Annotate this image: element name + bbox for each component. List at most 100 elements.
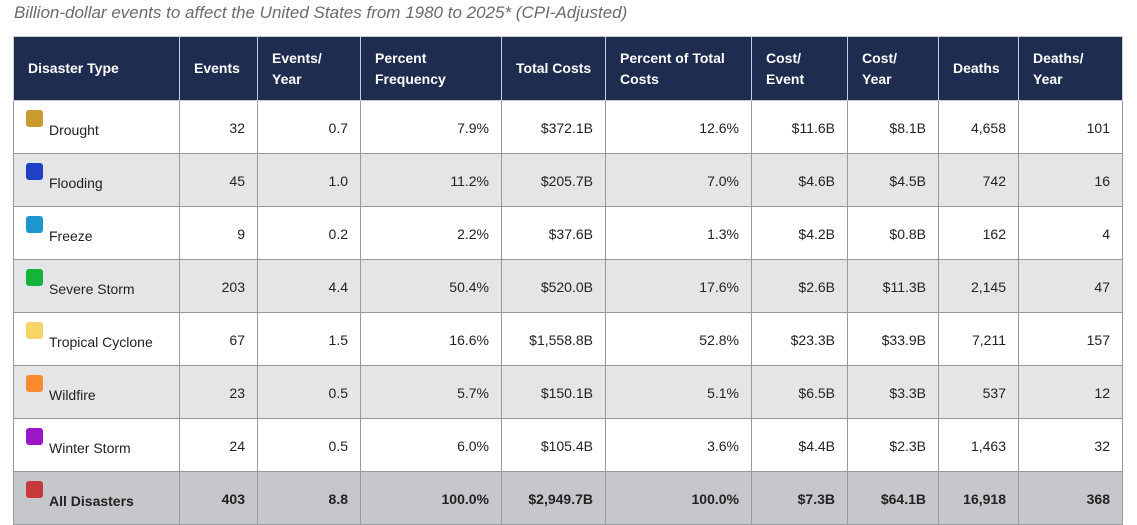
percent-frequency-cell: 100.0% [360, 471, 502, 525]
disaster-type-cell: Winter Storm [13, 418, 180, 472]
percent-total-costs-cell: 1.3% [605, 206, 752, 260]
total-row: All Disasters 403 8.8 100.0% $2,949.7B 100.0%… [13, 471, 1123, 525]
cost-per-event-cell: $2.6B [751, 259, 848, 313]
table-row: Winter Storm 24 0.5 6.0% $105.4B 3.6% $4.4B $2.… [13, 418, 1123, 472]
total-costs-cell: $2,949.7B [501, 471, 606, 525]
deaths-per-year-cell: 368 [1018, 471, 1123, 525]
deaths-per-year-cell: 4 [1018, 206, 1123, 260]
disaster-type-cell: Freeze [13, 206, 180, 260]
deaths-per-year-cell: 157 [1018, 312, 1123, 366]
percent-total-costs-cell: 17.6% [605, 259, 752, 313]
events-cell: 23 [179, 365, 258, 419]
drought-color-swatch [26, 110, 43, 127]
total-costs-cell: $105.4B [501, 418, 606, 472]
disaster-type-label: Severe Storm [49, 281, 135, 297]
disaster-type-cell: Drought [13, 100, 180, 154]
percent-frequency-cell: 6.0% [360, 418, 502, 472]
all-disasters-color-swatch [26, 481, 43, 498]
percent-frequency-cell: 11.2% [360, 153, 502, 207]
disaster-type-label: All Disasters [49, 493, 134, 509]
events-per-year-cell: 1.5 [257, 312, 361, 366]
header-disaster-type: Disaster Type [13, 36, 180, 101]
disaster-type-label: Tropical Cyclone [49, 334, 153, 350]
percent-total-costs-cell: 7.0% [605, 153, 752, 207]
cost-per-year-cell: $3.3B [847, 365, 939, 419]
events-cell: 24 [179, 418, 258, 472]
disaster-type-label: Flooding [49, 175, 103, 191]
events-per-year-cell: 1.0 [257, 153, 361, 207]
table-header: Disaster Type Events Events/ Year Percen… [13, 36, 1123, 101]
table-row: Flooding 45 1.0 11.2% $205.7B 7.0% $4.6B $4.5B 7… [13, 153, 1123, 207]
deaths-cell: 742 [938, 153, 1019, 207]
deaths-per-year-cell: 47 [1018, 259, 1123, 313]
table-caption: Billion-dollar events to affect the Unit… [14, 3, 628, 22]
table-row: Drought 32 0.7 7.9% $372.1B 12.6% $11.6B $8.1B 4… [13, 100, 1123, 154]
total-costs-cell: $372.1B [501, 100, 606, 154]
deaths-cell: 537 [938, 365, 1019, 419]
disaster-type-label: Winter Storm [49, 440, 131, 456]
disaster-type-cell: All Disasters [13, 471, 180, 525]
cost-per-year-cell: $11.3B [847, 259, 939, 313]
deaths-per-year-cell: 32 [1018, 418, 1123, 472]
cost-per-year-cell: $0.8B [847, 206, 939, 260]
percent-total-costs-cell: 5.1% [605, 365, 752, 419]
deaths-cell: 162 [938, 206, 1019, 260]
percent-total-costs-cell: 3.6% [605, 418, 752, 472]
cost-per-event-cell: $11.6B [751, 100, 848, 154]
events-per-year-cell: 0.5 [257, 418, 361, 472]
events-cell: 67 [179, 312, 258, 366]
winter-storm-color-swatch [26, 428, 43, 445]
total-costs-cell: $1,558.8B [501, 312, 606, 366]
header-deaths: Deaths [938, 36, 1019, 101]
disaster-type-label: Wildfire [49, 387, 96, 403]
total-costs-cell: $520.0B [501, 259, 606, 313]
events-cell: 32 [179, 100, 258, 154]
percent-frequency-cell: 2.2% [360, 206, 502, 260]
cost-per-year-cell: $4.5B [847, 153, 939, 207]
cost-per-year-cell: $8.1B [847, 100, 939, 154]
disaster-type-label: Freeze [49, 228, 93, 244]
deaths-cell: 16,918 [938, 471, 1019, 525]
cost-per-year-cell: $33.9B [847, 312, 939, 366]
header-cost-per-event: Cost/ Event [751, 36, 848, 101]
percent-frequency-cell: 7.9% [360, 100, 502, 154]
table-body: Drought 32 0.7 7.9% $372.1B 12.6% $11.6B $8.1B 4… [13, 100, 1123, 525]
disaster-type-cell: Tropical Cyclone [13, 312, 180, 366]
deaths-cell: 1,463 [938, 418, 1019, 472]
cost-per-event-cell: $7.3B [751, 471, 848, 525]
wildfire-color-swatch [26, 375, 43, 392]
percent-total-costs-cell: 100.0% [605, 471, 752, 525]
table-row: Freeze 9 0.2 2.2% $37.6B 1.3% $4.2B $0.8B 162 4 [13, 206, 1123, 260]
percent-frequency-cell: 16.6% [360, 312, 502, 366]
severe-storm-color-swatch [26, 269, 43, 286]
disaster-table: Disaster Type Events Events/ Year Percen… [13, 36, 1123, 525]
events-per-year-cell: 0.2 [257, 206, 361, 260]
cost-per-event-cell: $4.6B [751, 153, 848, 207]
table-row: Tropical Cyclone 67 1.5 16.6% $1,558.8B 52.8%… [13, 312, 1123, 366]
cost-per-event-cell: $4.4B [751, 418, 848, 472]
disaster-type-label: Drought [49, 122, 99, 138]
deaths-per-year-cell: 16 [1018, 153, 1123, 207]
header-deaths-per-year: Deaths/ Year [1018, 36, 1123, 101]
events-cell: 45 [179, 153, 258, 207]
percent-frequency-cell: 50.4% [360, 259, 502, 313]
flooding-color-swatch [26, 163, 43, 180]
events-per-year-cell: 0.7 [257, 100, 361, 154]
cost-per-event-cell: $23.3B [751, 312, 848, 366]
cost-per-year-cell: $64.1B [847, 471, 939, 525]
events-cell: 403 [179, 471, 258, 525]
disaster-type-cell: Severe Storm [13, 259, 180, 313]
percent-frequency-cell: 5.7% [360, 365, 502, 419]
deaths-per-year-cell: 12 [1018, 365, 1123, 419]
table-row: Wildfire 23 0.5 5.7% $150.1B 5.1% $6.5B $3.3B 53… [13, 365, 1123, 419]
total-costs-cell: $37.6B [501, 206, 606, 260]
deaths-per-year-cell: 101 [1018, 100, 1123, 154]
events-cell: 9 [179, 206, 258, 260]
events-per-year-cell: 0.5 [257, 365, 361, 419]
tropical-cyclone-color-swatch [26, 322, 43, 339]
deaths-cell: 7,211 [938, 312, 1019, 366]
events-cell: 203 [179, 259, 258, 313]
total-costs-cell: $150.1B [501, 365, 606, 419]
table-row: Severe Storm 203 4.4 50.4% $520.0B 17.6% $2.6B… [13, 259, 1123, 313]
cost-per-event-cell: $4.2B [751, 206, 848, 260]
